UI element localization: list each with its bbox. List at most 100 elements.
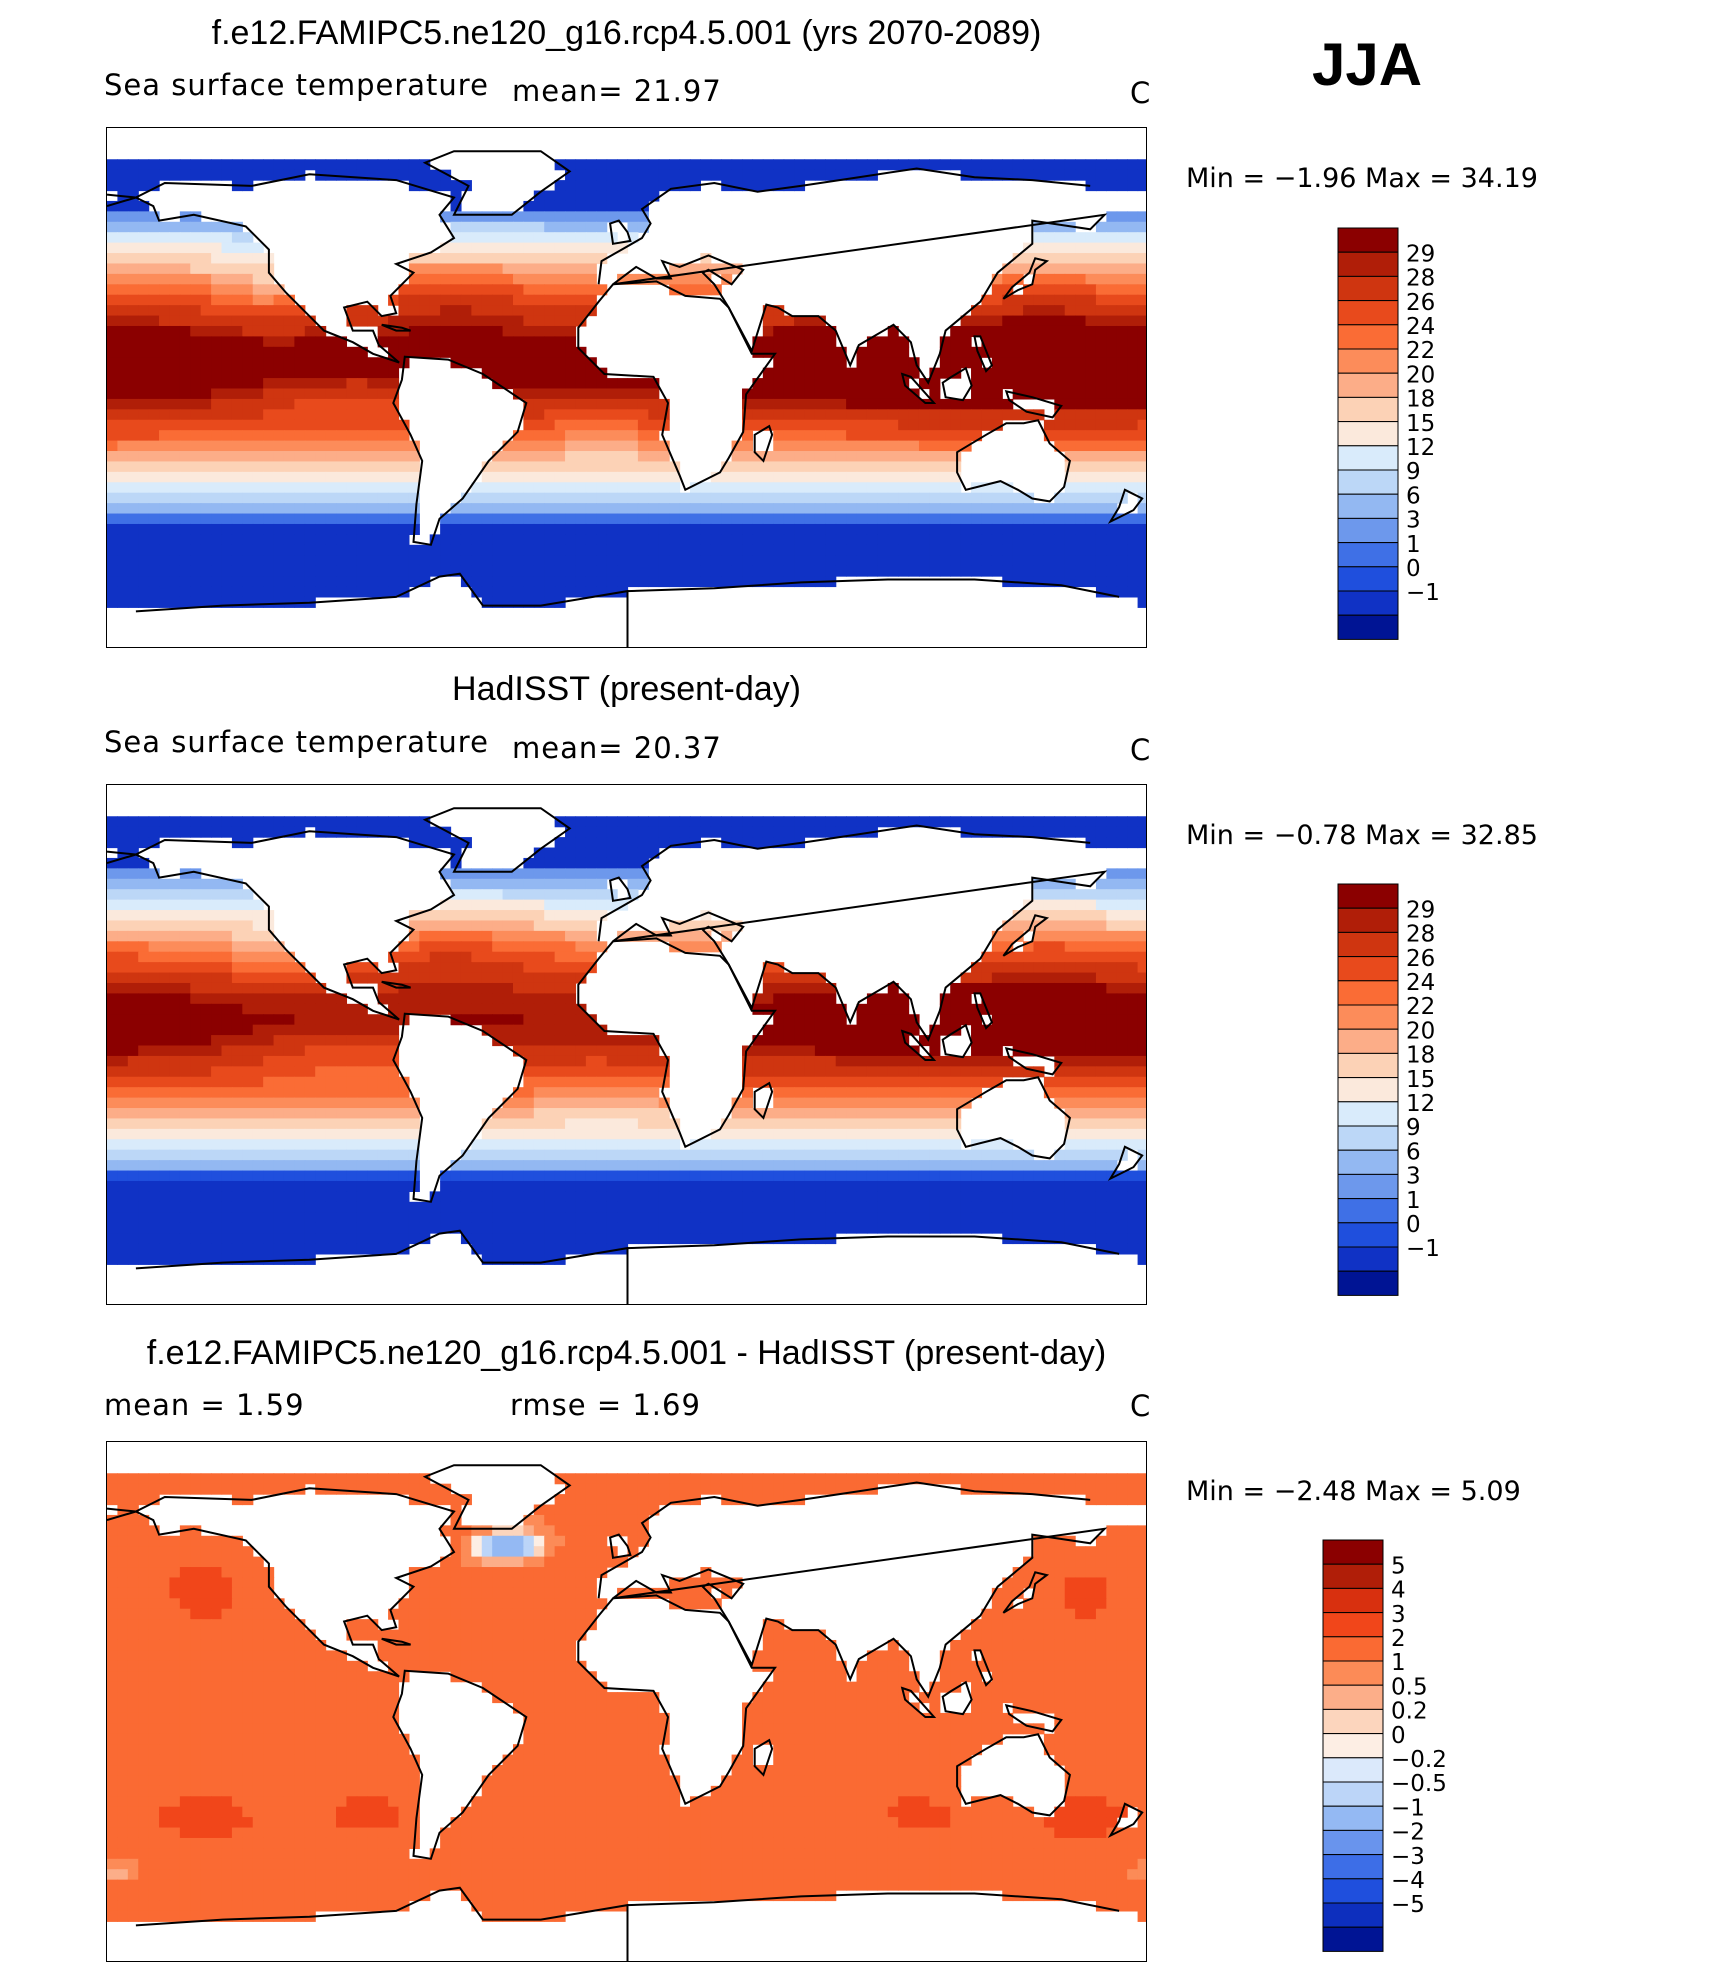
- panel-2-land-north-america: [133, 830, 456, 1021]
- panel-2-colorbar-label: 6: [1406, 1139, 1421, 1165]
- panel-1-land-antarctica: [135, 572, 1120, 647]
- panel-1-colorbar-box: [1337, 469, 1399, 495]
- panel-3-colorbar-box: [1322, 1733, 1384, 1759]
- panel-1-land-new-zealand: [1107, 488, 1144, 525]
- panel-2-field: [107, 807, 1146, 1304]
- panel-3-land-new-zealand: [1107, 1802, 1144, 1839]
- panel-3-colorbar-label: 2: [1391, 1626, 1406, 1652]
- panel-1-colorbar-box: [1337, 542, 1399, 568]
- panel-1-colorbar-box: [1337, 348, 1399, 374]
- panel-3-mean: mean = 1.59: [104, 1388, 305, 1422]
- panel-1-sst-field: [107, 159, 1146, 608]
- panel-3-colorbar-label: 3: [1391, 1602, 1406, 1628]
- panel-2-colorbar-label: 29: [1406, 897, 1435, 923]
- panel-3-land-uk: [608, 1533, 632, 1559]
- panel-1-land-borneo: [941, 366, 973, 402]
- panel-1-colorbar-box: [1337, 227, 1399, 253]
- panel-3-colorbar-label: 0: [1391, 1723, 1406, 1749]
- panel-1-colorbar-box: [1337, 566, 1399, 592]
- panel-3-land-madagascar: [753, 1738, 774, 1777]
- panel-1-mean: mean= 21.97: [512, 74, 722, 108]
- panel-3-land-new-guinea: [1004, 1704, 1063, 1733]
- panel-1-colorbar-label: 3: [1406, 508, 1421, 534]
- season-label: JJA: [1312, 31, 1423, 98]
- panel-3-coastlines: [107, 1464, 1144, 1961]
- panel-2-sst-field: [107, 816, 1146, 1265]
- panel-3-colorbar: 5 4 3 2 1 0.5 0.2 0 −0.2 −0.5 −1 −2 −3 −4 −5: [1322, 1539, 1448, 1952]
- panel-1-colorbar-label: 24: [1406, 314, 1435, 340]
- panel-1-map: [106, 127, 1147, 648]
- panel-1-colorbar-box: [1337, 372, 1399, 398]
- panel-3-title: f.e12.FAMIPC5.ne120_g16.rcp4.5.001 - Had…: [146, 1334, 1107, 1372]
- panel-1-colorbar-label: 15: [1406, 411, 1435, 437]
- panel-1-colorbar-label: 6: [1406, 483, 1421, 509]
- panel-2-colorbar-box: [1337, 1077, 1399, 1103]
- panel-1-land-north-america: [133, 173, 456, 364]
- panel-1-colorbar-label: 22: [1406, 338, 1435, 364]
- panel-3-colorbar-label: 0.5: [1391, 1674, 1428, 1700]
- panel-2-colorbar-box: [1337, 980, 1399, 1006]
- panel-3-colorbar-label: −0.5: [1391, 1771, 1447, 1797]
- panel-1-colorbar-label: 20: [1406, 362, 1435, 388]
- panel-2-land-africa: [577, 937, 777, 1149]
- panel-2-land-uk: [608, 876, 632, 902]
- panel-1-colorbar-box: [1337, 517, 1399, 544]
- panel-1-land-new-guinea: [1004, 390, 1063, 419]
- panel-1-colorbar-box: [1337, 493, 1399, 519]
- panel-3-map: [106, 1441, 1147, 1962]
- panel-1-colorbar-box: [1337, 590, 1399, 616]
- panel-3-colorbar-box: [1322, 1708, 1384, 1735]
- panel-3-land-greenland: [422, 1464, 572, 1530]
- panel-1-land-greenland: [422, 150, 572, 216]
- panel-3-colorbar-label: −3: [1391, 1844, 1425, 1870]
- panel-1-colorbar-box: [1337, 396, 1399, 423]
- panel-1-title: f.e12.FAMIPC5.ne120_g16.rcp4.5.001 (yrs …: [211, 14, 1042, 52]
- panel-2-land-japan: [1002, 914, 1050, 957]
- panel-3-colorbar-box: [1322, 1539, 1384, 1565]
- panel-2-colorbar-box: [1337, 1101, 1399, 1127]
- panel-2-coastlines: [107, 807, 1144, 1304]
- panel-3-field: [107, 1464, 1146, 1961]
- panel-1-colorbar-label: 0: [1406, 556, 1421, 582]
- panel-2-colorbar: 29 28 26 24 22 20 18 15 12 9 6 3 1 0 −1: [1337, 883, 1448, 1296]
- panel-1-land-australia: [956, 419, 1072, 503]
- panel-2-colorbar-box: [1337, 1246, 1399, 1272]
- panel-2-colorbar-box: [1337, 1173, 1399, 1200]
- panel-3-land-sumatra: [900, 1686, 937, 1718]
- panel-2-mean: mean= 20.37: [512, 731, 722, 765]
- panel-3-colorbar-box: [1322, 1854, 1384, 1880]
- panel-1-units: C: [1130, 76, 1152, 110]
- panel-3-colorbar-label: 1: [1391, 1650, 1406, 1676]
- panel-3-colorbar-label: −5: [1391, 1892, 1425, 1918]
- panel-1-colorbar-label: 26: [1406, 290, 1435, 316]
- panel-2-land-philippines: [973, 992, 994, 1030]
- panel-2-colorbar-box: [1337, 1052, 1399, 1079]
- panel-1-colorbar-label: 12: [1406, 435, 1435, 461]
- panel-3-colorbar-box: [1322, 1829, 1384, 1856]
- panel-1-variable: Sea surface temperature: [104, 68, 489, 102]
- panel-2-colorbar-label: 18: [1406, 1043, 1435, 1069]
- panel-3-colorbar-label: −1: [1391, 1795, 1425, 1821]
- panel-2-map: [106, 784, 1147, 1305]
- panel-2-minmax: Min = −0.78 Max = 32.85: [1186, 820, 1538, 851]
- panel-2-colorbar-box: [1337, 1004, 1399, 1030]
- panel-2-colorbar-label: 12: [1406, 1091, 1435, 1117]
- panel-3-colorbar-box: [1322, 1902, 1384, 1928]
- panel-3-land-philippines: [973, 1649, 994, 1687]
- panel-2-land-borneo: [941, 1023, 973, 1059]
- panel-1-land-africa: [577, 280, 777, 492]
- panel-3-minmax: Min = −2.48 Max = 5.09: [1186, 1476, 1521, 1507]
- panel-3-land-cuba: [381, 1637, 411, 1646]
- panel-3-colorbar-label: 4: [1391, 1578, 1406, 1604]
- panel-3-colorbar-box: [1322, 1660, 1384, 1686]
- panel-2-colorbar-box: [1337, 883, 1399, 909]
- panel-2-colorbar-box: [1337, 1149, 1399, 1175]
- panel-1-colorbar-box: [1337, 251, 1399, 277]
- panel-1-colorbar: 29 28 26 24 22 20 18 15 12 9 6 3 1 0 −1: [1337, 227, 1448, 640]
- panel-3-colorbar-box: [1322, 1587, 1384, 1614]
- panel-1-coastlines: [107, 150, 1144, 647]
- panel-2-title: HadISST (present-day): [452, 670, 801, 708]
- panel-2-land-south-america: [392, 1012, 528, 1203]
- panel-2-colorbar-box: [1337, 956, 1399, 982]
- panel-3-colorbar-box: [1322, 1805, 1384, 1831]
